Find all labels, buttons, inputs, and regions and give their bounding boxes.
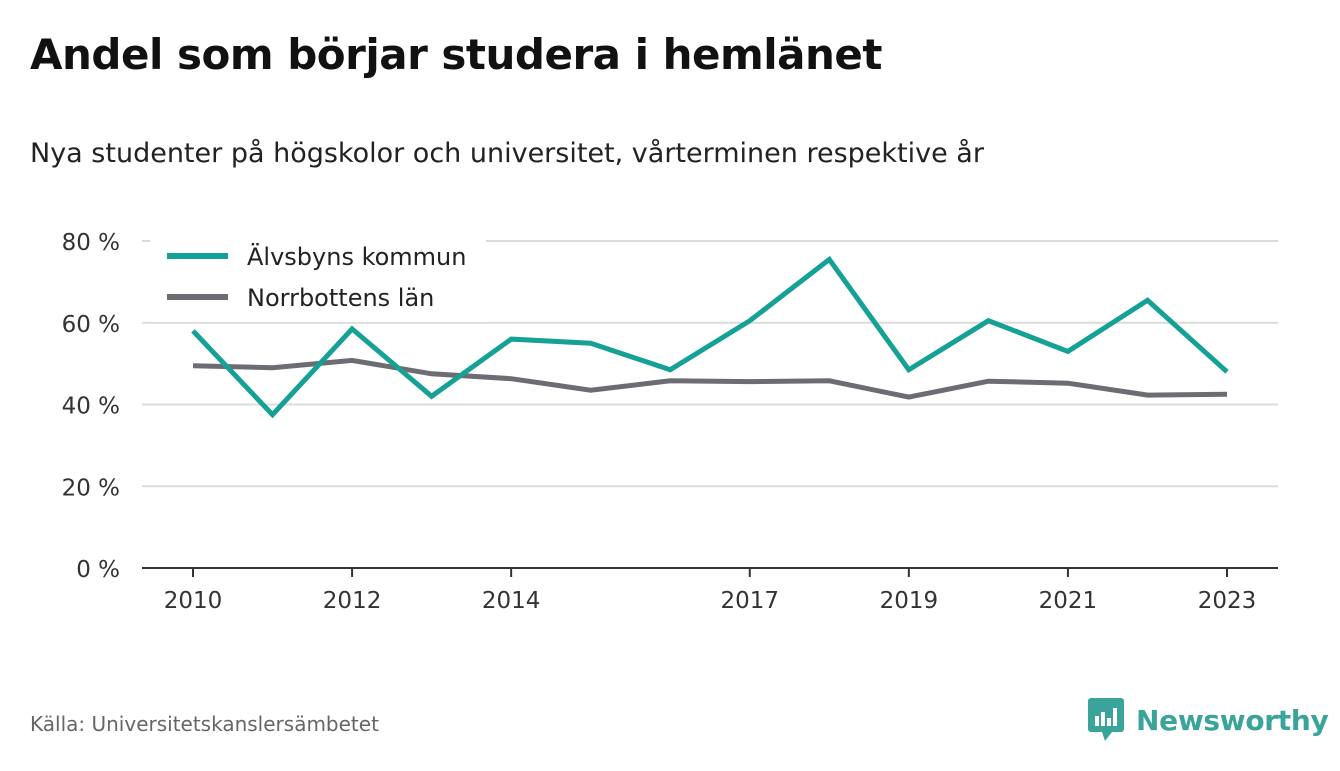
- source-note: Källa: Universitetskanslersämbetet: [30, 712, 379, 736]
- x-tick-label: 2021: [1039, 588, 1098, 614]
- x-tick-label: 2014: [482, 588, 541, 614]
- line-chart: 0 % 20 % 40 % 60 % 80 % 2010 2012 2014 2017 2019 2…: [62, 230, 1278, 614]
- chart-title: Andel som börjar studera i hemlänet: [30, 30, 883, 79]
- chart-subtitle: Nya studenter på högskolor och universit…: [30, 138, 984, 169]
- legend-label: Norrbottens län: [247, 284, 434, 312]
- legend-background: [150, 236, 486, 322]
- y-tick-label: 40 %: [62, 394, 120, 420]
- y-tick-label: 0 %: [76, 557, 120, 583]
- x-tick-label: 2012: [323, 588, 382, 614]
- x-tick-label: 2019: [880, 588, 939, 614]
- brand-logo: Newsworthy: [1088, 698, 1329, 742]
- y-tick-label: 20 %: [62, 475, 120, 501]
- brand-name: Newsworthy: [1136, 703, 1329, 737]
- x-tick-label: 2023: [1198, 588, 1257, 614]
- y-tick-label: 60 %: [62, 312, 120, 338]
- x-tick-label: 2017: [720, 588, 779, 614]
- legend-label: Älvsbyns kommun: [247, 242, 466, 271]
- y-tick-label: 80 %: [62, 230, 120, 256]
- series-line-älvsbyns-kommun: [191, 255, 1229, 419]
- newsworthy-icon: [1088, 698, 1124, 741]
- x-tick-label: 2010: [164, 588, 223, 614]
- series-line-norrbottens-län: [192, 357, 1228, 400]
